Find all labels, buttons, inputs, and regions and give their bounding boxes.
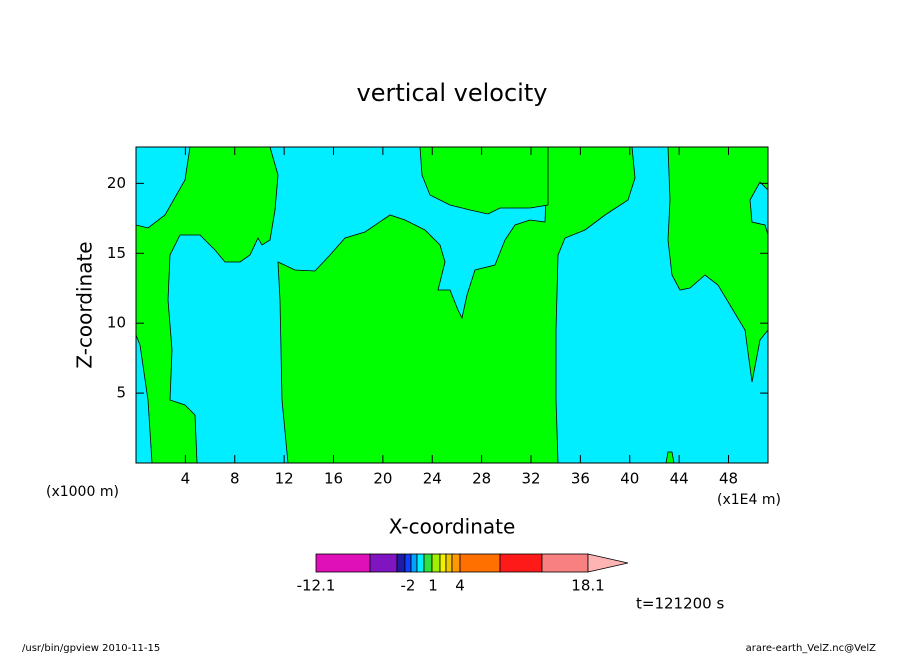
x-tick-label: 20 xyxy=(373,470,392,488)
y-unit-label: (x1000 m) xyxy=(46,484,119,500)
colorbar-segment xyxy=(315,553,371,573)
plot-frame xyxy=(135,146,769,464)
y-tick-label: 10 xyxy=(107,314,126,332)
x-unit-label: (x1E4 m) xyxy=(717,492,781,508)
positive-region xyxy=(277,146,636,464)
colorbar-segment xyxy=(416,553,425,573)
colorbar-segment xyxy=(459,553,501,573)
x-tick-label: 24 xyxy=(423,470,442,488)
footer-left: /usr/bin/gpview 2010-11-15 xyxy=(22,643,160,654)
colorbar-extend xyxy=(587,553,629,573)
colorbar-tick-label: 1 xyxy=(428,577,438,595)
colorbar-tick-label: -2 xyxy=(401,577,416,595)
colorbar-segment xyxy=(439,553,447,573)
colorbar-tick-label: 4 xyxy=(455,577,465,595)
x-tick-label: 44 xyxy=(670,470,689,488)
x-tick-label: 12 xyxy=(275,470,294,488)
x-tick-label: 8 xyxy=(230,470,240,488)
contour-field xyxy=(135,146,769,464)
y-tick-label: 15 xyxy=(107,244,126,262)
x-tick-label: 36 xyxy=(571,470,590,488)
colorbar-segment xyxy=(423,553,433,573)
positive-region xyxy=(667,146,769,383)
x-axis-label: X-coordinate xyxy=(389,515,516,539)
footer-right: arare-earth_VelZ.nc@VelZ xyxy=(746,643,877,654)
x-tick-label: 48 xyxy=(719,470,738,488)
x-tick-label: 40 xyxy=(620,470,639,488)
chart-title: vertical velocity xyxy=(357,79,548,107)
x-tick-label: 28 xyxy=(472,470,491,488)
y-axis-label: Z-coordinate xyxy=(73,241,97,368)
colorbar-segment xyxy=(404,553,412,573)
colorbar-segment xyxy=(396,553,406,573)
colorbar-tick-label: 18.1 xyxy=(571,577,604,595)
y-tick-label: 20 xyxy=(107,174,126,192)
colorbar: -12.1 -2 1 4 18.1 xyxy=(297,553,629,595)
colorbar-segment xyxy=(410,553,418,573)
colorbar-segment xyxy=(369,553,398,573)
colorbar-segment xyxy=(499,553,543,573)
colorbar-segment xyxy=(541,553,589,573)
time-label: t=121200 s xyxy=(636,595,724,613)
x-tick-label: 32 xyxy=(521,470,540,488)
colorbar-segment xyxy=(451,553,461,573)
colorbar-segment xyxy=(431,553,441,573)
x-tick-label: 4 xyxy=(181,470,191,488)
x-tick-label: 16 xyxy=(324,470,343,488)
y-tick-label: 5 xyxy=(116,384,126,402)
positive-region xyxy=(419,146,549,215)
colorbar-segment xyxy=(445,553,453,573)
colorbar-tick-label: -12.1 xyxy=(297,577,336,595)
